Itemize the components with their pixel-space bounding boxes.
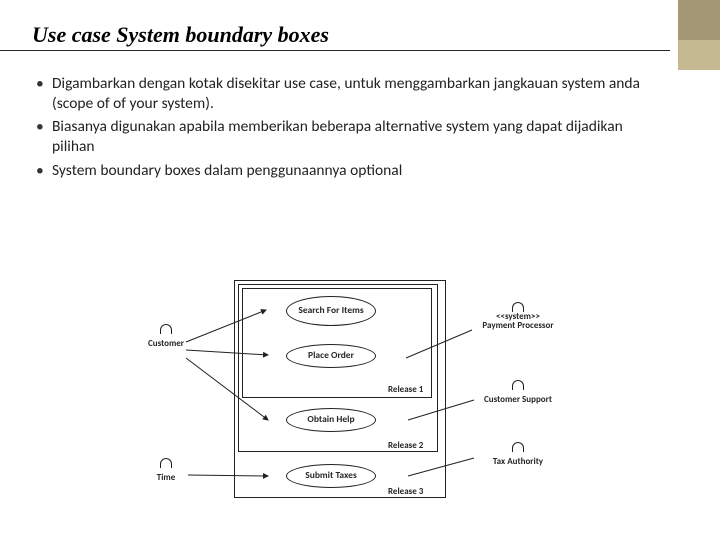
bullet-item: Digambarkan dengan kotak disekitar use c… — [36, 74, 656, 114]
actor-customer: Customer — [138, 324, 194, 349]
actor-label: Customer Support — [470, 394, 566, 405]
release-label-3: Release 3 — [388, 486, 423, 497]
actor-label: Tax Authority — [470, 456, 566, 467]
actor-payment-processor: <<system>> Payment Processor — [470, 302, 566, 331]
stripe-segment-white — [678, 70, 720, 540]
usecase-place-order: Place Order — [286, 344, 376, 368]
actor-tax-authority: Tax Authority — [470, 442, 566, 467]
uml-diagram: Customer Time Search For Items Place Ord… — [138, 280, 608, 505]
side-stripe — [678, 0, 720, 540]
bullet-list: Digambarkan dengan kotak disekitar use c… — [36, 74, 656, 184]
actor-icon — [160, 324, 172, 334]
bullet-item: System boundary boxes dalam penggunaanny… — [36, 161, 656, 181]
actor-label: <<system>> Payment Processor — [470, 312, 566, 331]
actor-icon — [512, 442, 524, 452]
actor-icon — [512, 380, 524, 390]
actor-time: Time — [138, 458, 194, 483]
usecase-obtain-help: Obtain Help — [286, 408, 376, 432]
title-underline — [0, 50, 670, 51]
actor-label: Customer — [138, 338, 194, 349]
actor-customer-support: Customer Support — [470, 380, 566, 405]
release-label-2: Release 2 — [388, 440, 423, 451]
release-label-1: Release 1 — [388, 384, 423, 395]
actor-label: Time — [138, 472, 194, 483]
usecase-submit-taxes: Submit Taxes — [286, 464, 376, 488]
actor-icon — [160, 458, 172, 468]
stripe-segment-dark — [678, 0, 720, 40]
bullet-item: Biasanya digunakan apabila memberikan be… — [36, 117, 656, 157]
usecase-search: Search For Items — [286, 296, 376, 326]
page-title: Use case System boundary boxes — [32, 22, 329, 48]
stripe-segment-light — [678, 40, 720, 70]
